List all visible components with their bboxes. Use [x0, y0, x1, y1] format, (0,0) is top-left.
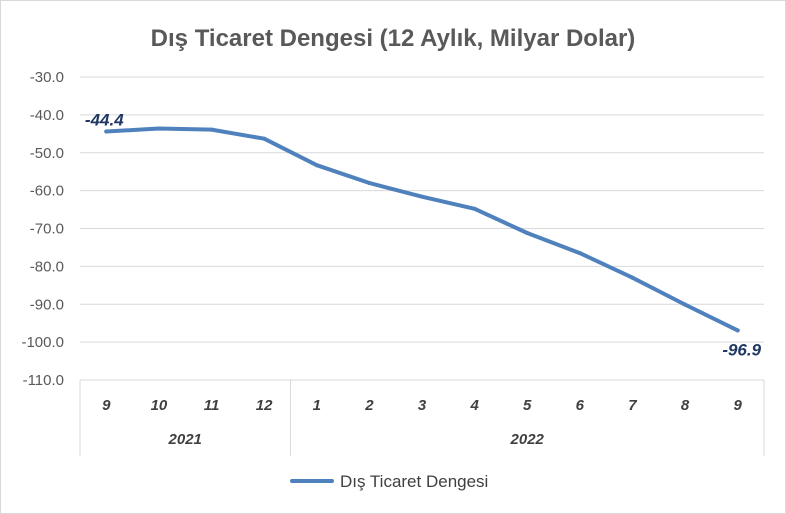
data-point — [683, 302, 688, 307]
data-point — [630, 275, 635, 280]
data-point — [104, 129, 109, 134]
data-label: -44.4 — [85, 111, 124, 130]
y-tick-label: -40.0 — [30, 107, 64, 124]
y-tick-label: -70.0 — [30, 221, 64, 238]
data-labels: -44.4 -96.9 — [85, 111, 762, 360]
data-point — [209, 127, 214, 132]
data-point — [420, 194, 424, 199]
y-tick-label: -80.0 — [30, 258, 64, 275]
x-group-label: 2021 — [168, 431, 202, 448]
series-layer — [104, 126, 740, 333]
y-tick-label: -50.0 — [30, 145, 64, 162]
x-tick-label: 11 — [204, 397, 220, 414]
gridlines — [80, 76, 764, 381]
x-tick-label: 10 — [151, 397, 168, 414]
data-point — [472, 206, 477, 211]
x-tick-label: 1 — [313, 397, 321, 414]
data-point — [577, 251, 582, 256]
x-group-label: 2022 — [510, 431, 545, 448]
legend-label: Dış Ticaret Dengesi — [340, 472, 488, 491]
data-point — [367, 181, 372, 186]
data-label: -96.9 — [722, 340, 761, 359]
x-tick-label: 7 — [628, 397, 637, 414]
data-point — [735, 328, 740, 333]
x-tick-label: 2 — [364, 397, 374, 414]
data-point — [314, 163, 319, 168]
y-tick-label: -100.0 — [21, 334, 64, 351]
data-point — [525, 231, 530, 236]
legend: Dış Ticaret Dengesi — [290, 472, 488, 491]
y-tick-label: -30.0 — [30, 69, 64, 86]
y-axis: -30.0 -40.0 -50.0 -60.0 -70.0 -80.0 -90.0 -100.… — [21, 69, 64, 389]
x-tick-label: 9 — [102, 397, 111, 414]
y-tick-label: -90.0 — [30, 296, 64, 313]
series-line — [104, 126, 740, 333]
y-tick-label: -110.0 — [23, 372, 64, 389]
x-tick-label: 6 — [576, 397, 585, 414]
chart-title: Dış Ticaret Dengesi (12 Aylık, Milyar Do… — [151, 25, 636, 52]
x-tick-label: 12 — [256, 397, 273, 414]
x-tick-label: 9 — [734, 397, 743, 414]
data-point — [156, 126, 161, 131]
data-point — [262, 136, 267, 141]
x-tick-label: 3 — [418, 397, 427, 414]
x-tick-label: 4 — [469, 397, 479, 414]
y-tick-label: -60.0 — [30, 183, 64, 200]
x-tick-label: 5 — [523, 397, 532, 414]
x-tick-label: 8 — [681, 397, 690, 414]
